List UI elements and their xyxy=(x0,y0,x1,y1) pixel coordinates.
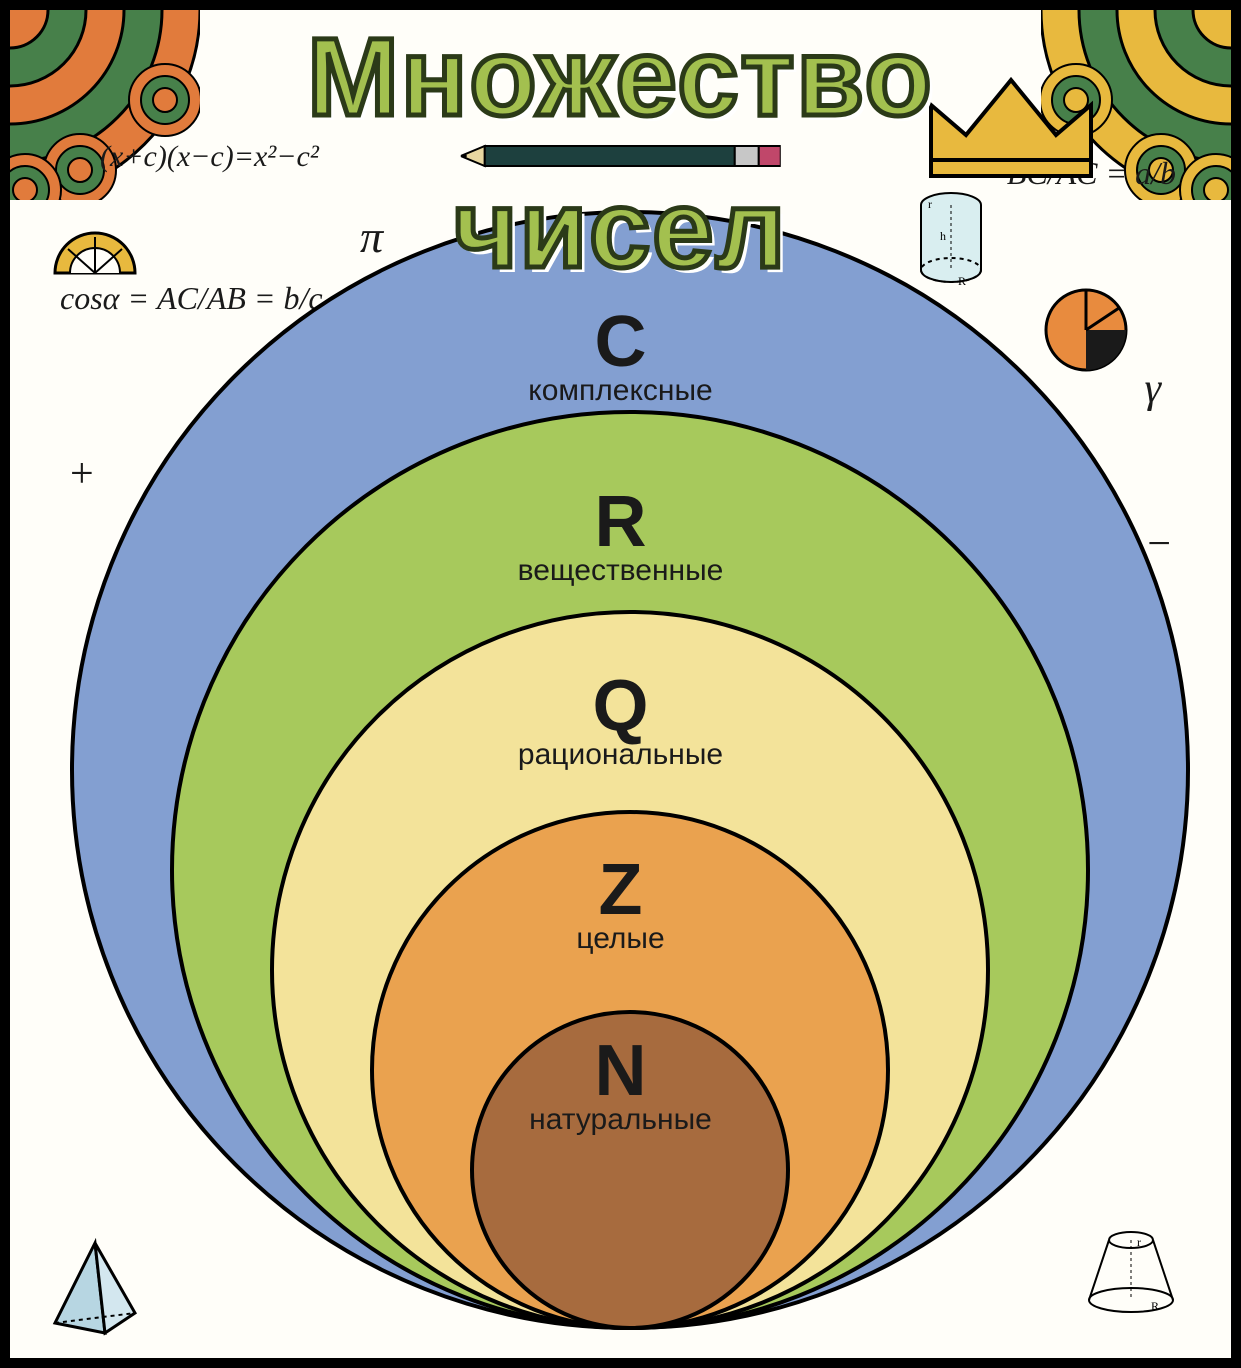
pencil-icon xyxy=(461,142,781,170)
plus-symbol: + xyxy=(70,450,94,498)
svg-text:R: R xyxy=(1151,1299,1159,1313)
poster-page: Множество чисел (x+c)(x−c)=x²−c² π cosα … xyxy=(0,0,1241,1368)
set-symbol: N xyxy=(321,1035,921,1107)
gamma-symbol: γ xyxy=(1144,365,1161,413)
set-name: рациональные xyxy=(321,738,921,772)
set-symbol: Z xyxy=(321,854,921,926)
svg-text:r: r xyxy=(1137,1235,1141,1249)
set-symbol: Q xyxy=(321,670,921,742)
set-name: целые xyxy=(321,922,921,956)
title-line2: чисел xyxy=(307,172,934,288)
set-name: натуральные xyxy=(321,1103,921,1137)
set-name: комплексные xyxy=(321,374,921,408)
set-label-R: Rвещественные xyxy=(321,486,921,588)
formula-difference-of-squares: (x+c)(x−c)=x²−c² xyxy=(100,140,319,174)
set-label-Z: Zцелые xyxy=(321,854,921,956)
set-label-N: Nнатуральные xyxy=(321,1035,921,1137)
set-label-Q: Qрациональные xyxy=(321,670,921,772)
title: Множество чисел xyxy=(307,20,934,287)
svg-text:h: h xyxy=(940,229,946,243)
tetrahedron-icon xyxy=(50,1238,140,1338)
minus-symbol: − xyxy=(1147,520,1171,568)
set-symbol: R xyxy=(321,486,921,558)
protractor-icon xyxy=(50,225,140,280)
set-label-C: Cкомплексные xyxy=(321,306,921,408)
set-name: вещественные xyxy=(321,554,921,588)
crown-icon xyxy=(921,70,1101,190)
title-line1: Множество xyxy=(307,20,934,136)
formula-cos: cosα = AC/AB = b/c xyxy=(60,280,323,317)
frustum-icon: r R xyxy=(1081,1228,1181,1318)
svg-text:R: R xyxy=(958,274,966,288)
set-symbol: C xyxy=(321,306,921,378)
piechart-icon xyxy=(1041,285,1131,375)
